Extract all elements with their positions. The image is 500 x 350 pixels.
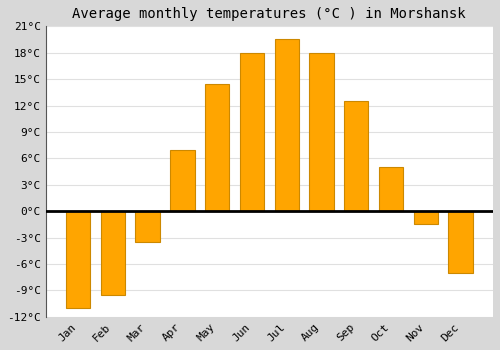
Bar [274,40,299,211]
Bar [136,211,160,242]
Bar [100,211,125,295]
Bar [448,211,472,273]
Bar [310,53,334,211]
Bar [240,53,264,211]
Bar [205,84,230,211]
Bar [170,149,194,211]
Bar [379,167,403,211]
Bar [414,211,438,224]
Title: Average monthly temperatures (°C ) in Morshansk: Average monthly temperatures (°C ) in Mo… [72,7,466,21]
Bar [344,101,368,211]
Bar [66,211,90,308]
